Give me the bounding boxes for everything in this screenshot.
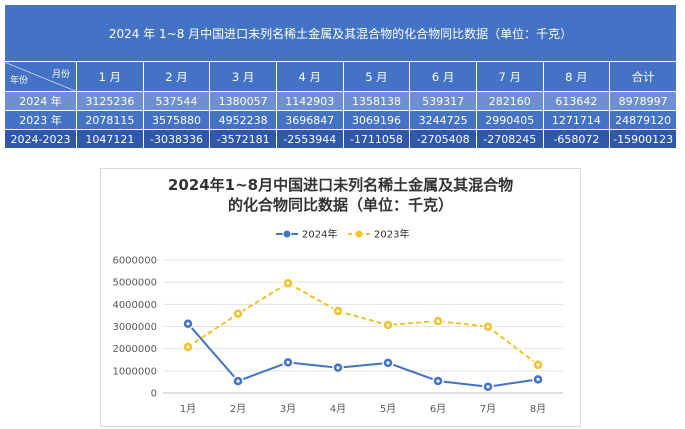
data-point-center xyxy=(436,319,440,323)
table-cell: 24879120 xyxy=(609,110,677,130)
data-point-center xyxy=(386,323,390,327)
legend-label: 2024年 xyxy=(302,228,337,241)
table-cell: 537544 xyxy=(142,91,211,111)
table-cell: 3696847 xyxy=(275,110,344,130)
table-cell: 1358138 xyxy=(342,91,411,111)
table-cell: -2708245 xyxy=(475,129,544,149)
table-row: 2024 年 3125236 537544 1380057 1142903 13… xyxy=(4,91,677,111)
column-header: 5 月 xyxy=(342,61,411,92)
y-tick-label: 0 xyxy=(151,389,157,400)
table-cell: 282160 xyxy=(475,91,544,111)
table-cell: 3125236 xyxy=(76,91,144,111)
chart-title-line-1: 2024年1~8月中国进口未列名稀土金属及其混合物 xyxy=(167,176,514,194)
table-cell: 4952238 xyxy=(209,110,277,130)
column-header: 7 月 xyxy=(475,61,544,92)
table-title: 2024 年 1~8 月中国进口未列名稀土金属及其混合物的化合物同比数据（单位：… xyxy=(4,4,677,62)
data-point-center xyxy=(236,379,240,383)
data-table: 2024 年 1~8 月中国进口未列名稀土金属及其混合物的化合物同比数据（单位：… xyxy=(4,4,677,149)
data-point-center xyxy=(286,360,290,365)
y-tick-label: 3000000 xyxy=(112,322,157,333)
table-cell: 2990405 xyxy=(475,110,544,130)
x-tick-label: 3月 xyxy=(280,403,296,415)
table-cell: 1047121 xyxy=(76,129,144,149)
column-header: 1 月 xyxy=(76,61,144,92)
table-cell: 1380057 xyxy=(209,91,277,111)
column-header: 2 月 xyxy=(142,61,211,92)
series-line-1 xyxy=(187,323,539,388)
x-tick-label: 8月 xyxy=(530,403,546,415)
row-label: 2024 年 xyxy=(4,91,77,111)
corner-year-label: 年份 xyxy=(10,76,29,86)
column-header: 6 月 xyxy=(409,61,477,92)
data-point-center xyxy=(486,385,490,389)
table-cell: 2078115 xyxy=(76,110,144,130)
data-point-center xyxy=(336,366,340,370)
x-tick-label: 7月 xyxy=(480,403,496,415)
table-cell: 3244725 xyxy=(409,110,477,130)
x-tick-label: 2月 xyxy=(230,403,246,415)
table-cell: 3575880 xyxy=(142,110,211,130)
data-point-center xyxy=(536,377,540,381)
table-cell: -658072 xyxy=(542,129,611,149)
chart-canvas: 0 1000000 2000000 3000000 4000000 5000000 6000… xyxy=(112,228,563,415)
data-point-center xyxy=(186,322,190,326)
table-cell: 539317 xyxy=(409,91,477,111)
series-line-2 xyxy=(187,282,539,366)
table-cell: -3572181 xyxy=(209,129,277,149)
table-cell: 613642 xyxy=(542,91,611,111)
table-header-row: 月份 年份 1 月 2 月 3 月 4 月 5 月 6 月 7 月 8 月 合计 xyxy=(4,61,677,92)
data-point-center xyxy=(236,312,240,316)
legend-label: 2023年 xyxy=(374,228,409,241)
corner-month-label: 月份 xyxy=(51,70,70,80)
y-tick-label: 1000000 xyxy=(112,366,157,377)
row-label: 2023 年 xyxy=(4,110,77,130)
y-tick-label: 4000000 xyxy=(112,300,157,311)
table-row: 2024-2023 1047121 -3038336 -3572181 -255… xyxy=(4,129,677,149)
column-header: 4 月 xyxy=(275,61,344,92)
data-point-center xyxy=(386,361,390,365)
table-cell: -2705408 xyxy=(409,129,477,149)
table-cell: -1711058 xyxy=(342,129,411,149)
table-cell: 1142903 xyxy=(275,91,344,111)
x-tick-label: 4月 xyxy=(330,403,346,415)
legend-marker xyxy=(354,229,364,239)
table-row: 2023 年 2078115 3575880 4952238 3696847 3… xyxy=(4,110,677,130)
y-tick-label: 6000000 xyxy=(112,256,157,267)
table-cell: 1271714 xyxy=(542,110,611,130)
chart-title-line-2: 的化合物同比数据（单位：千克） xyxy=(227,196,453,214)
data-point-center xyxy=(286,281,290,285)
table-corner-cell: 月份 年份 xyxy=(4,61,77,92)
column-header: 3 月 xyxy=(209,61,277,92)
column-header: 8 月 xyxy=(542,61,611,92)
table-cell: -15900123 xyxy=(609,129,677,149)
data-point-center xyxy=(486,325,490,329)
line-chart: 0 1000000 2000000 3000000 4000000 5000000 6000… xyxy=(100,168,581,427)
row-label: 2024-2023 xyxy=(4,129,77,149)
table-cell: 3069196 xyxy=(342,110,411,130)
table-cell: -2553944 xyxy=(275,129,344,149)
data-point-center xyxy=(186,345,190,349)
column-header: 合计 xyxy=(609,61,677,92)
x-tick-label: 5月 xyxy=(380,403,396,415)
y-tick-label: 5000000 xyxy=(112,278,157,289)
x-tick-label: 1月 xyxy=(180,403,196,415)
y-tick-label: 2000000 xyxy=(112,344,157,355)
x-tick-label: 6月 xyxy=(430,403,446,415)
table-cell: 8978997 xyxy=(609,91,677,111)
chart-title: 2024年1~8月中国进口未列名稀土金属及其混合物 的化合物同比数据（单位：千克… xyxy=(101,175,580,215)
data-point-center xyxy=(436,379,440,383)
data-point-center xyxy=(336,309,340,313)
table-cell: -3038336 xyxy=(142,129,211,149)
data-point-center xyxy=(536,363,540,367)
legend-marker xyxy=(282,229,292,239)
